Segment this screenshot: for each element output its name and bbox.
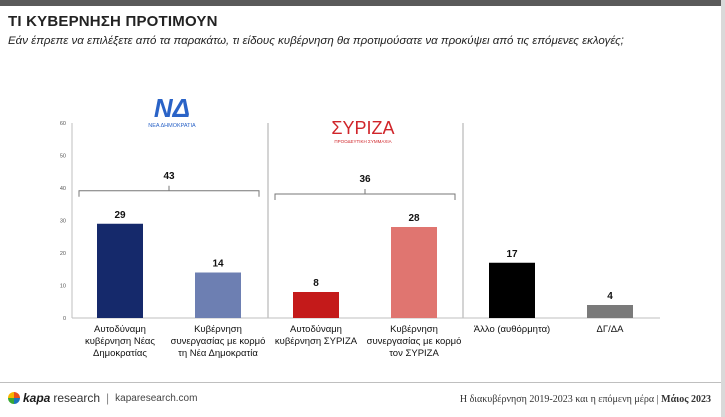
bar-value-label: 14 <box>212 259 224 270</box>
top-frame-bar <box>0 0 725 6</box>
bar <box>391 227 437 318</box>
y-tick-label: 30 <box>60 219 66 225</box>
page-title: ΤΙ ΚΥΒΕΡΝΗΣΗ ΠΡΟΤΙΜΟΥΝ <box>8 13 218 30</box>
y-tick-label: 40 <box>60 186 66 192</box>
category-label: Άλλο (αυθόρμητα) <box>474 324 550 335</box>
bar-value-label: 8 <box>313 278 319 289</box>
bar <box>293 292 339 318</box>
brand-rest: research <box>53 391 101 405</box>
group-bracket <box>274 189 456 200</box>
y-tick-label: 0 <box>63 316 66 322</box>
brand-k: kapa <box>23 391 51 405</box>
bar-value-label: 29 <box>114 210 126 221</box>
bar <box>587 305 633 318</box>
bar-chart: ΝΔ ΝΕΑ ΔΗΜΟΚΡΑΤΙΑ ΣΥΡΙΖΑ ΠΡΟΟΔΕΥΤΙΚΗ ΣΥΜ… <box>60 93 660 359</box>
group-total-label: 36 <box>359 174 371 185</box>
category-label: συνεργασίας με κορμό <box>171 336 266 347</box>
category-label: Δημοκρατίας <box>93 348 147 359</box>
bar-value-label: 17 <box>506 249 518 260</box>
category-label: Αυτοδύναμη <box>94 324 146 335</box>
right-frame-bar <box>721 0 725 417</box>
y-tick-label: 60 <box>60 121 66 127</box>
bar <box>97 223 143 318</box>
category-label: Κυβέρνηση <box>390 324 438 335</box>
y-tick-label: 20 <box>60 251 66 257</box>
nd-logo-text: ΝΕΑ ΔΗΜΟΚΡΑΤΙΑ <box>148 123 196 129</box>
brand-url[interactable]: kaparesearch.com <box>115 392 198 404</box>
brand-separator: | <box>106 391 110 405</box>
category-label: Αυτοδύναμη <box>290 324 342 335</box>
category-label: κυβέρνηση ΣΥΡΙΖΑ <box>275 336 358 347</box>
page-subtitle: Εάν έπρεπε να επιλέξετε από τα παρακάτω,… <box>8 35 624 47</box>
category-label: ΔΓ/ΔΑ <box>597 324 625 335</box>
bar <box>489 262 535 318</box>
group-total-label: 43 <box>163 171 175 182</box>
category-label: συνεργασίας με κορμό <box>367 336 462 347</box>
bar <box>195 272 241 318</box>
category-label: Κυβέρνηση <box>194 324 242 335</box>
group-bracket <box>78 185 260 197</box>
y-tick-label: 10 <box>60 284 66 290</box>
bar-value-label: 28 <box>408 213 420 224</box>
footer-date: Μάιος 2023 <box>661 394 711 405</box>
nd-logo-mark: ΝΔ <box>154 93 190 123</box>
syriza-logo-mark: ΣΥΡΙΖΑ <box>331 118 394 138</box>
category-label: τον ΣΥΡΙΖΑ <box>389 348 439 359</box>
kapa-logo-icon <box>8 392 20 404</box>
category-label: κυβέρνηση Νέας <box>85 336 155 347</box>
category-label: τη Νέα Δημοκρατία <box>178 348 258 359</box>
syriza-logo: ΣΥΡΙΖΑ ΠΡΟΟΔΕΥΤΙΚΗ ΣΥΜΜΑΧΙΑ <box>331 118 394 144</box>
footer-note-text: Η διακυβέρνηση 2019-2023 και η επόμενη μ… <box>459 394 659 405</box>
nd-logo: ΝΔ ΝΕΑ ΔΗΜΟΚΡΑΤΙΑ <box>148 93 196 129</box>
syriza-logo-text: ΠΡΟΟΔΕΥΤΙΚΗ ΣΥΜΜΑΧΙΑ <box>334 139 391 144</box>
footer-note: Η διακυβέρνηση 2019-2023 και η επόμενη μ… <box>460 394 711 405</box>
bar-value-label: 4 <box>607 291 613 302</box>
y-tick-label: 50 <box>60 154 66 160</box>
footer-brand: kapa research | kaparesearch.com <box>8 391 197 405</box>
footer-rule <box>0 382 721 383</box>
